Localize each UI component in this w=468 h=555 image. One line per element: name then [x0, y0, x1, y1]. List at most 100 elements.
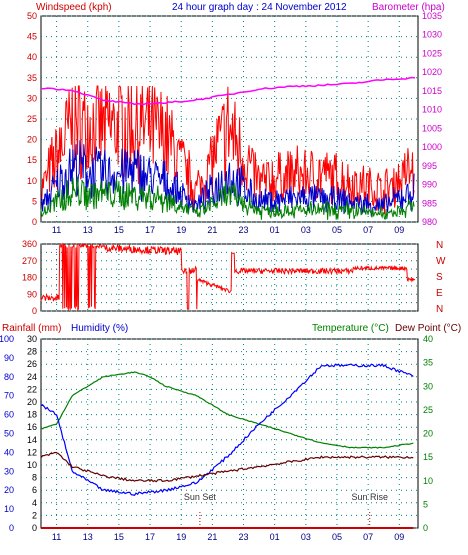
rainfall-y-tick-label: 18: [27, 410, 37, 420]
baro-y-tick-label: 1035: [422, 11, 442, 21]
humidity-y-tick-label: 20: [4, 485, 14, 495]
wind-x-tick-label: 13: [83, 225, 93, 235]
wind-y-tick-label: 5: [32, 196, 37, 206]
baro-y-tick-label: 1005: [422, 123, 442, 133]
wind-y-tick-label: 10: [27, 176, 37, 186]
wind-y-tick-label: 50: [27, 11, 37, 21]
barometer-series: [40, 76, 415, 106]
humidity-axis-title: Humidity (%): [71, 323, 128, 334]
wind-y-tick-label: 30: [27, 93, 37, 103]
humidity-y-tick-label: 10: [4, 504, 14, 514]
sunrise-annotation: Sun Rise: [351, 492, 388, 502]
baro-y-tick-label: 990: [422, 180, 437, 190]
humidity-y-tick-label: 80: [4, 372, 14, 382]
rainfall-y-tick-label: 2: [32, 510, 37, 520]
baro-y-tick-label: 1000: [422, 142, 442, 152]
temperature-y-tick-label: 5: [423, 499, 428, 509]
humidity-y-tick-label: 90: [4, 353, 14, 363]
temperature-y-tick-label: 25: [423, 405, 433, 415]
wind-x-tick-label: 05: [332, 225, 342, 235]
temperature-panel: 0102030405060708090100024681012141618202…: [0, 334, 433, 542]
temp-plot-frame: [40, 338, 419, 529]
temp-x-tick-label: 15: [114, 532, 124, 542]
wind-x-tick-label: 11: [52, 225, 61, 235]
sunset-annotation: Sun Set: [184, 492, 217, 502]
rainfall-axis-title: Rainfall (mm): [2, 323, 61, 334]
rainfall-y-tick-label: 8: [32, 473, 37, 483]
temperature-axis-title: Temperature (°C): [312, 323, 389, 334]
direction-plot-frame: [40, 243, 419, 312]
baro-y-tick-label: 1025: [422, 48, 442, 58]
temperature-y-tick-label: 20: [423, 429, 433, 439]
rainfall-y-tick-label: 24: [27, 372, 37, 382]
temp-x-tick-label: 05: [332, 532, 342, 542]
baro-y-tick-label: 1030: [422, 30, 442, 40]
temperature-y-tick-label: 30: [423, 381, 433, 391]
direction-y-tick-label: 270: [22, 256, 37, 266]
humidity-series: [40, 363, 414, 496]
temp-x-tick-label: 23: [239, 532, 249, 542]
wind-y-tick-label: 45: [27, 32, 37, 42]
direction-y-tick-label: 180: [22, 273, 37, 283]
baro-y-tick-label: 1010: [422, 105, 442, 115]
temperature-series: [40, 371, 414, 449]
wind-x-tick-label: 19: [176, 225, 186, 235]
temp-x-tick-label: 21: [207, 532, 217, 542]
humidity-y-tick-label: 100: [0, 334, 14, 344]
wind-y-tick-label: 0: [32, 217, 37, 227]
compass-label: N: [436, 240, 443, 251]
baro-y-tick-label: 980: [422, 217, 437, 227]
dewpoint-series: [40, 451, 414, 483]
baro-y-tick-label: 1020: [422, 67, 442, 77]
dewpoint-axis-title: Dew Point (°C): [395, 323, 461, 334]
temperature-y-tick-label: 35: [423, 358, 433, 368]
compass-label: S: [436, 272, 443, 283]
barometer-axis-title: Barometer (hpa): [372, 2, 445, 13]
wind-x-tick-label: 09: [394, 225, 404, 235]
temperature-y-tick-label: 15: [423, 452, 433, 462]
temp-x-tick-label: 09: [394, 532, 404, 542]
humidity-y-tick-label: 70: [4, 391, 14, 401]
temp-x-tick-label: 13: [83, 532, 93, 542]
wind-gust-series: [40, 85, 415, 215]
rainfall-y-tick-label: 0: [32, 523, 37, 533]
wind-x-tick-label: 23: [239, 225, 249, 235]
temp-x-tick-label: 03: [301, 532, 311, 542]
temp-x-tick-label: 07: [363, 532, 373, 542]
temp-x-tick-label: 17: [145, 532, 155, 542]
rainfall-y-tick-label: 12: [27, 447, 37, 457]
rainfall-y-tick-label: 30: [27, 334, 37, 344]
wind-y-tick-label: 40: [27, 52, 37, 62]
direction-y-tick-label: 0: [32, 306, 37, 316]
humidity-y-tick-label: 0: [9, 523, 14, 533]
wind-x-tick-label: 17: [145, 225, 155, 235]
wind-y-tick-label: 35: [27, 73, 37, 83]
temperature-y-tick-label: 40: [423, 334, 433, 344]
wind-direction-series: [40, 242, 416, 312]
baro-y-tick-label: 995: [422, 161, 437, 171]
compass-label: N: [436, 304, 443, 315]
humidity-y-tick-label: 60: [4, 410, 14, 420]
baro-y-tick-label: 985: [422, 198, 437, 208]
baro-y-tick-label: 1015: [422, 86, 442, 96]
windspeed-axis-title: Windspeed (kph): [36, 2, 112, 13]
direction-y-tick-label: 360: [22, 239, 37, 249]
rainfall-y-tick-label: 16: [27, 422, 37, 432]
wind-y-tick-label: 25: [27, 114, 37, 124]
wind-x-tick-label: 01: [270, 225, 280, 235]
wind-x-tick-label: 21: [207, 225, 217, 235]
wind-y-tick-label: 20: [27, 135, 37, 145]
compass-label: E: [436, 288, 443, 299]
rainfall-y-tick-label: 20: [27, 397, 37, 407]
temperature-y-tick-label: 10: [423, 476, 433, 486]
humidity-y-tick-label: 50: [4, 429, 14, 439]
rainfall-y-tick-label: 14: [27, 435, 37, 445]
rainfall-y-tick-label: 22: [27, 384, 37, 394]
temp-x-tick-label: 01: [270, 532, 280, 542]
wind-y-tick-label: 15: [27, 155, 37, 165]
compass-label: W: [436, 256, 446, 267]
temp-x-tick-label: 11: [52, 532, 61, 542]
wind-x-tick-label: 03: [301, 225, 311, 235]
